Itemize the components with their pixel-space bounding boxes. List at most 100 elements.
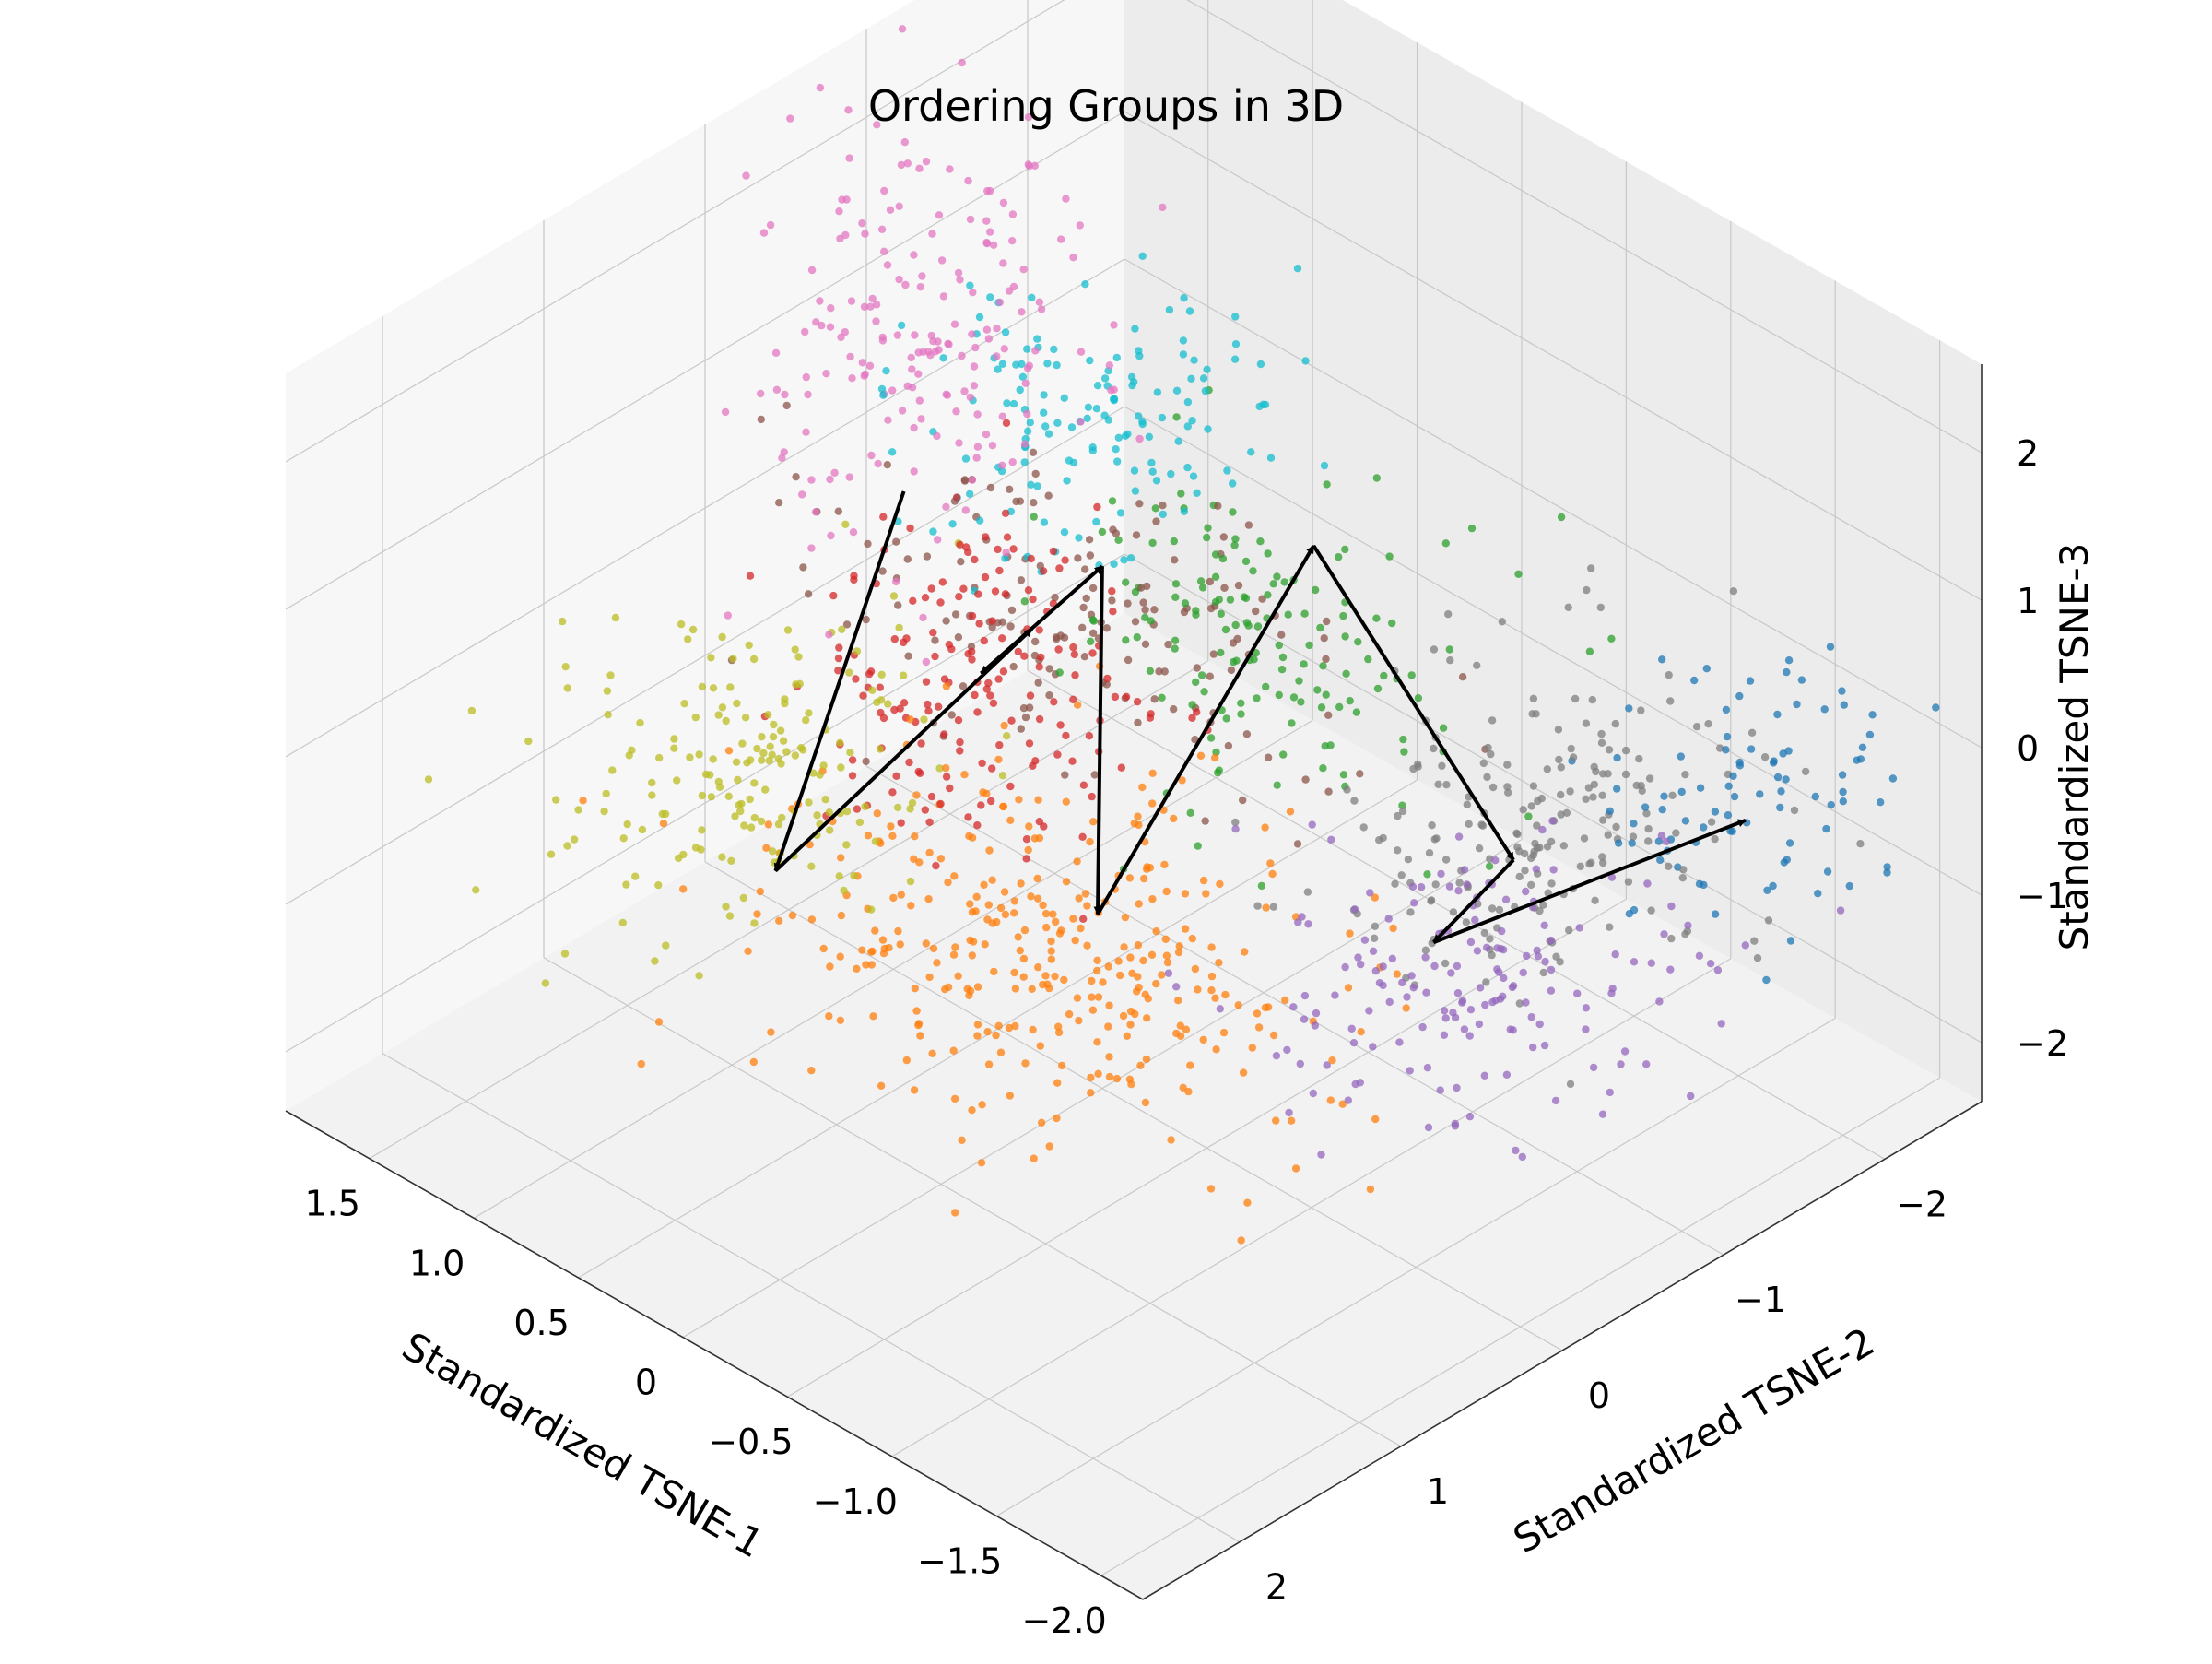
scatter-point — [1113, 457, 1122, 466]
scatter-point — [1445, 645, 1454, 654]
scatter-point — [842, 620, 852, 629]
scatter-point — [872, 301, 881, 309]
scatter-point — [1728, 827, 1736, 835]
scatter-point — [1108, 497, 1117, 505]
scatter-point — [946, 784, 954, 793]
scatter-point — [603, 687, 612, 695]
scatter-point — [563, 842, 571, 850]
scatter-point — [1658, 655, 1666, 664]
scatter-point — [1086, 551, 1095, 560]
scatter-point — [786, 114, 794, 123]
scatter-point — [1119, 1011, 1128, 1021]
scatter-point — [781, 390, 789, 399]
scatter-point — [1313, 686, 1322, 694]
scatter-point — [1683, 926, 1692, 936]
scatter-point — [995, 741, 1004, 749]
scatter-point — [1410, 899, 1418, 907]
scatter-point — [1088, 993, 1096, 1001]
scatter-point — [835, 872, 843, 880]
scatter-point — [816, 83, 825, 92]
scatter-point — [1458, 998, 1466, 1007]
scatter-point — [1541, 957, 1549, 966]
scatter-point — [1241, 557, 1251, 566]
scatter-point — [1713, 966, 1723, 974]
scatter-point — [1277, 666, 1287, 674]
scatter-point — [1188, 714, 1196, 722]
scatter-point — [684, 635, 692, 643]
scatter-point — [1512, 1146, 1520, 1155]
scatter-point — [1281, 996, 1289, 1005]
scatter-point — [547, 850, 556, 858]
scatter-point — [1015, 796, 1023, 804]
scatter-point — [971, 690, 979, 700]
scatter-point — [1394, 846, 1402, 855]
scatter-point — [858, 219, 866, 228]
scatter-point — [861, 230, 869, 238]
grid-line-z-right — [1124, 553, 1983, 1044]
scatter-point — [1159, 510, 1168, 519]
scatter-point — [1371, 922, 1380, 930]
scatter-point — [1181, 925, 1190, 933]
scatter-point — [1216, 879, 1224, 889]
scatter-point — [1010, 968, 1018, 977]
scatter-point — [1529, 1043, 1537, 1052]
scatter-point — [1438, 761, 1446, 770]
scatter-point — [1344, 984, 1353, 992]
scatter-point — [1596, 603, 1606, 612]
z-tick-label: 1 — [2017, 581, 2039, 621]
scatter-point — [871, 837, 880, 845]
scatter-point — [1467, 524, 1477, 533]
scatter-point — [1793, 700, 1801, 709]
scatter-point — [661, 809, 670, 819]
scatter-point — [970, 362, 979, 371]
scatter-point — [1741, 941, 1750, 950]
scatter-point — [1533, 821, 1541, 830]
scatter-point — [1141, 1098, 1150, 1107]
scatter-point — [825, 808, 833, 817]
scatter-point — [1617, 1060, 1625, 1068]
scatter-point — [980, 636, 989, 645]
scatter-point — [1237, 699, 1245, 707]
scatter-point — [1039, 901, 1047, 910]
scatter-point — [1341, 632, 1349, 641]
scatter-point — [792, 680, 800, 689]
scatter-point — [1020, 440, 1030, 448]
scatter-point — [1035, 714, 1044, 724]
scatter-point — [935, 702, 943, 711]
scatter-point — [1161, 935, 1171, 943]
scatter-point — [637, 1059, 645, 1068]
scatter-point — [1093, 1038, 1101, 1046]
scatter-point — [724, 611, 732, 620]
scatter-point — [1136, 1061, 1145, 1070]
scatter-point — [1077, 418, 1085, 426]
scatter-point — [1822, 824, 1830, 833]
scatter-point — [840, 886, 848, 895]
scatter-point — [982, 685, 992, 693]
scatter-point — [1777, 787, 1785, 796]
scatter-point — [1036, 1042, 1045, 1050]
scatter-point — [1086, 356, 1094, 365]
scatter-point — [1338, 1100, 1347, 1108]
scatter-point — [1402, 1004, 1410, 1012]
scatter-point — [1146, 667, 1155, 675]
scatter-point — [1440, 1031, 1449, 1040]
scatter-point — [866, 667, 876, 676]
scatter-point — [1171, 580, 1181, 588]
scatter-point — [1079, 781, 1088, 789]
scatter-point — [1531, 839, 1539, 848]
scatter-point — [1455, 879, 1464, 887]
scatter-point — [762, 844, 771, 852]
scatter-point — [1025, 703, 1034, 712]
scatter-point — [1221, 625, 1230, 634]
scatter-point — [1206, 577, 1215, 586]
scatter-point — [911, 985, 919, 993]
scatter-point — [867, 451, 876, 460]
scatter-point — [1502, 1070, 1512, 1080]
scatter-point — [1672, 829, 1680, 837]
grid-line-y-floor — [865, 765, 1724, 1256]
scatter-point — [680, 700, 688, 708]
scatter-point — [837, 911, 846, 920]
scatter-point — [1041, 972, 1050, 980]
scatter-point — [1053, 1079, 1062, 1087]
